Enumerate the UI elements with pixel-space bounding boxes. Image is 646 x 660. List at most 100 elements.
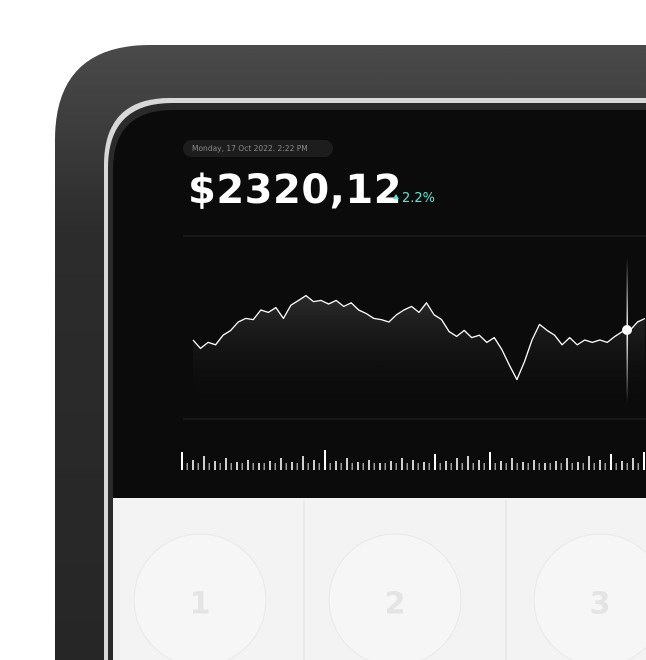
volume-tick	[274, 463, 276, 470]
volume-tick	[247, 460, 249, 470]
volume-tick	[637, 463, 639, 470]
key-label[interactable]: 2	[385, 587, 406, 622]
volume-tick	[428, 463, 430, 470]
volume-tick	[241, 463, 243, 470]
volume-tick	[219, 463, 221, 470]
volume-tick	[362, 463, 364, 470]
volume-tick	[357, 462, 359, 470]
volume-tick	[379, 463, 381, 470]
volume-tick	[373, 463, 375, 470]
volume-tick	[434, 454, 436, 470]
volume-tick	[302, 456, 304, 470]
volume-tick	[461, 463, 463, 470]
volume-tick	[439, 463, 441, 470]
key-button[interactable]	[328, 533, 462, 660]
volume-tick	[516, 463, 518, 470]
volume-tick	[604, 463, 606, 470]
volume-tick	[527, 463, 529, 470]
volume-tick	[390, 461, 392, 470]
volume-tick	[467, 456, 469, 470]
volume-tick	[225, 458, 227, 470]
volume-tick	[307, 463, 309, 470]
volume-tick	[632, 458, 634, 470]
volume-tick	[346, 458, 348, 470]
price-line	[192, 294, 646, 381]
volume-tick	[538, 463, 540, 470]
volume-tick	[643, 452, 645, 470]
volume-tick	[582, 463, 584, 470]
volume-tick	[621, 461, 623, 470]
volume-tick	[192, 460, 194, 470]
volume-tick	[340, 463, 342, 470]
volume-tick	[522, 462, 524, 470]
volume-tick	[494, 463, 496, 470]
volume-tick	[560, 463, 562, 470]
volume-tick	[197, 463, 199, 470]
key-label[interactable]: 1	[190, 587, 211, 622]
volume-tick	[555, 461, 557, 470]
volume-tick	[252, 463, 254, 470]
volume-tick	[280, 458, 282, 470]
volume-tick	[285, 463, 287, 470]
volume-tick	[384, 463, 386, 470]
volume-tick	[615, 463, 617, 470]
volume-tick	[571, 463, 573, 470]
key-label[interactable]: 3	[590, 587, 611, 622]
volume-tick	[577, 462, 579, 470]
volume-tick	[401, 458, 403, 470]
volume-tick	[472, 463, 474, 470]
cursor-dot	[622, 325, 632, 335]
volume-tick	[351, 463, 353, 470]
change: 2.2%	[402, 191, 435, 206]
volume-tick	[483, 463, 485, 470]
volume-tick	[478, 460, 480, 470]
volume-tick	[368, 460, 370, 470]
volume-tick	[549, 463, 551, 470]
volume-tick	[489, 452, 491, 470]
volume-tick	[203, 456, 205, 470]
volume-ticks	[181, 450, 645, 470]
volume-tick	[335, 461, 337, 470]
key-button[interactable]	[133, 533, 267, 660]
volume-tick	[318, 463, 320, 470]
volume-tick	[313, 460, 315, 470]
volume-tick	[593, 463, 595, 470]
volume-tick	[406, 463, 408, 470]
key-button[interactable]	[533, 533, 646, 660]
volume-tick	[511, 458, 513, 470]
volume-tick	[214, 461, 216, 470]
volume-tick	[186, 463, 188, 470]
volume-tick	[412, 460, 414, 470]
volume-tick	[588, 456, 590, 470]
volume-tick	[505, 463, 507, 470]
screen	[113, 110, 646, 498]
volume-tick	[269, 461, 271, 470]
volume-tick	[263, 463, 265, 470]
volume-tick	[291, 462, 293, 470]
volume-tick	[423, 462, 425, 470]
volume-tick	[296, 463, 298, 470]
price: $2320,12	[188, 167, 402, 213]
timestamp: Monday, 17 Oct 2022. 2:22 PM	[192, 144, 308, 153]
area-fill	[193, 295, 645, 400]
volume-tick	[626, 463, 628, 470]
volume-tick	[599, 460, 601, 470]
volume-tick	[450, 463, 452, 470]
volume-tick	[395, 463, 397, 470]
volume-tick	[324, 450, 326, 470]
volume-tick	[445, 461, 447, 470]
volume-tick	[566, 458, 568, 470]
volume-tick	[236, 462, 238, 470]
volume-tick	[258, 463, 260, 470]
volume-tick	[544, 463, 546, 470]
volume-tick	[417, 463, 419, 470]
volume-tick	[329, 463, 331, 470]
volume-tick	[181, 452, 183, 470]
price-chart	[192, 294, 646, 400]
volume-tick	[500, 461, 502, 470]
timestamp-pill	[183, 140, 333, 157]
volume-tick	[533, 460, 535, 470]
volume-tick	[610, 454, 612, 470]
volume-tick	[456, 458, 458, 470]
